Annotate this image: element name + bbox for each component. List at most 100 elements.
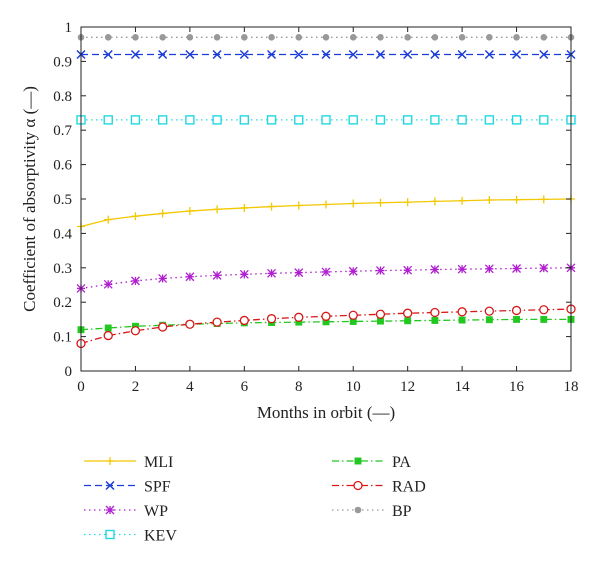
data-point-mli <box>376 198 385 207</box>
data-point-spf <box>512 49 522 60</box>
data-point-rad <box>321 311 331 321</box>
data-point-kev <box>348 115 358 125</box>
y-tick-label: 0.6 <box>53 158 72 174</box>
data-point-spf <box>294 49 304 60</box>
data-point-wp <box>212 270 222 280</box>
data-point-wp <box>185 272 195 282</box>
data-point-mli <box>240 203 249 212</box>
data-point-kev <box>539 115 549 125</box>
y-tick-label: 0.9 <box>53 54 72 70</box>
data-point-kev <box>130 115 141 125</box>
legend: MLI SPF WP KEV PA RAD BP <box>84 454 426 545</box>
data-point-kev <box>239 115 250 125</box>
y-tick-label: 0.1 <box>53 330 72 346</box>
y-tick-label: 0.3 <box>53 261 72 277</box>
data-point-spf <box>212 49 222 60</box>
data-point-mli <box>458 196 467 205</box>
x-tick-label: 12 <box>400 379 415 395</box>
data-point-rad <box>539 305 549 315</box>
data-point-kev <box>484 115 495 125</box>
legend-marker-rad <box>353 480 363 491</box>
y-tick-label: 0.7 <box>53 123 72 139</box>
data-point-kev <box>511 115 522 125</box>
x-tick-label: 4 <box>186 379 194 395</box>
data-point-rad <box>511 305 522 316</box>
data-point-mli <box>131 212 140 221</box>
data-point-rad <box>403 308 413 318</box>
legend-marker-pa <box>354 457 362 465</box>
data-point-kev <box>212 115 222 125</box>
data-point-mli <box>185 207 194 216</box>
data-point-kev <box>430 115 440 125</box>
data-point-bp <box>431 34 439 41</box>
series-spf <box>76 49 576 60</box>
data-point-spf <box>239 49 249 60</box>
y-axis-label: Coefficient of absorptivity α (—) <box>20 86 39 312</box>
data-point-spf <box>457 49 467 60</box>
data-point-rad <box>103 330 113 341</box>
legend-item-wp: WP <box>84 503 168 520</box>
x-tick-label: 16 <box>509 379 525 395</box>
data-point-rad <box>266 314 277 324</box>
data-point-mli <box>430 197 439 206</box>
legend-label-pa: PA <box>392 454 411 471</box>
data-point-rad <box>375 309 386 319</box>
data-point-rad <box>158 322 168 332</box>
data-point-bp <box>377 34 384 41</box>
data-point-rad <box>294 312 304 322</box>
data-point-rad <box>239 315 249 326</box>
data-point-kev <box>457 115 467 125</box>
data-point-mli <box>104 215 113 224</box>
data-point-bp <box>241 34 248 41</box>
data-point-wp <box>239 269 249 279</box>
legend-item-bp: BP <box>332 503 412 520</box>
legend-marker-spf <box>105 480 115 491</box>
data-point-mli <box>294 201 303 210</box>
data-point-bp <box>268 34 275 41</box>
data-point-kev <box>402 115 413 125</box>
data-point-mli <box>349 199 358 208</box>
data-point-spf <box>267 49 277 60</box>
data-point-mli <box>158 209 167 218</box>
series-layer <box>76 34 576 349</box>
y-tick-label: 0.2 <box>53 295 72 311</box>
data-point-bp <box>486 34 493 41</box>
legend-marker-wp <box>105 505 115 515</box>
data-point-spf <box>348 49 358 60</box>
legend-item-mli: MLI <box>84 454 173 471</box>
data-point-pa <box>540 315 548 323</box>
data-point-rad <box>457 307 467 317</box>
data-point-mli <box>267 202 276 211</box>
x-tick-label: 8 <box>295 379 303 395</box>
data-point-bp <box>213 34 221 41</box>
y-tick-label: 0 <box>65 364 73 380</box>
legend-label-kev: KEV <box>144 528 177 545</box>
data-point-wp <box>403 265 413 275</box>
data-point-spf <box>158 49 168 60</box>
data-point-pa <box>485 316 493 324</box>
legend-marker-mli <box>106 457 114 465</box>
y-tick-label: 0.8 <box>53 89 72 105</box>
data-point-wp <box>375 266 385 276</box>
y-tick-label: 0.4 <box>53 226 72 242</box>
axes-layer: 00.10.20.30.40.50.60.70.80.910 2 4 6 8 10 12 14… <box>53 20 578 395</box>
legend-label-wp: WP <box>144 503 168 520</box>
data-point-wp <box>484 264 494 274</box>
data-point-mli <box>322 200 330 209</box>
data-point-pa <box>513 315 521 323</box>
data-point-spf <box>375 49 385 60</box>
data-point-kev <box>185 115 195 125</box>
legend-item-kev: KEV <box>84 528 177 545</box>
y-tick-label: 0.5 <box>53 192 72 208</box>
data-point-wp <box>267 268 277 278</box>
legend-label-mli: MLI <box>144 454 173 471</box>
data-point-bp <box>186 34 194 41</box>
series-wp <box>76 263 576 293</box>
x-tick-label: 14 <box>455 379 471 395</box>
data-point-spf <box>484 49 494 60</box>
data-point-bp <box>159 34 166 41</box>
series-mli <box>77 195 575 231</box>
data-point-rad <box>484 306 494 316</box>
data-point-rad <box>185 319 195 329</box>
